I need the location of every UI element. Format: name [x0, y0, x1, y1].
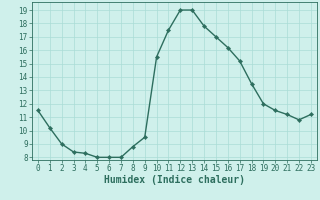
X-axis label: Humidex (Indice chaleur): Humidex (Indice chaleur) [104, 175, 245, 185]
